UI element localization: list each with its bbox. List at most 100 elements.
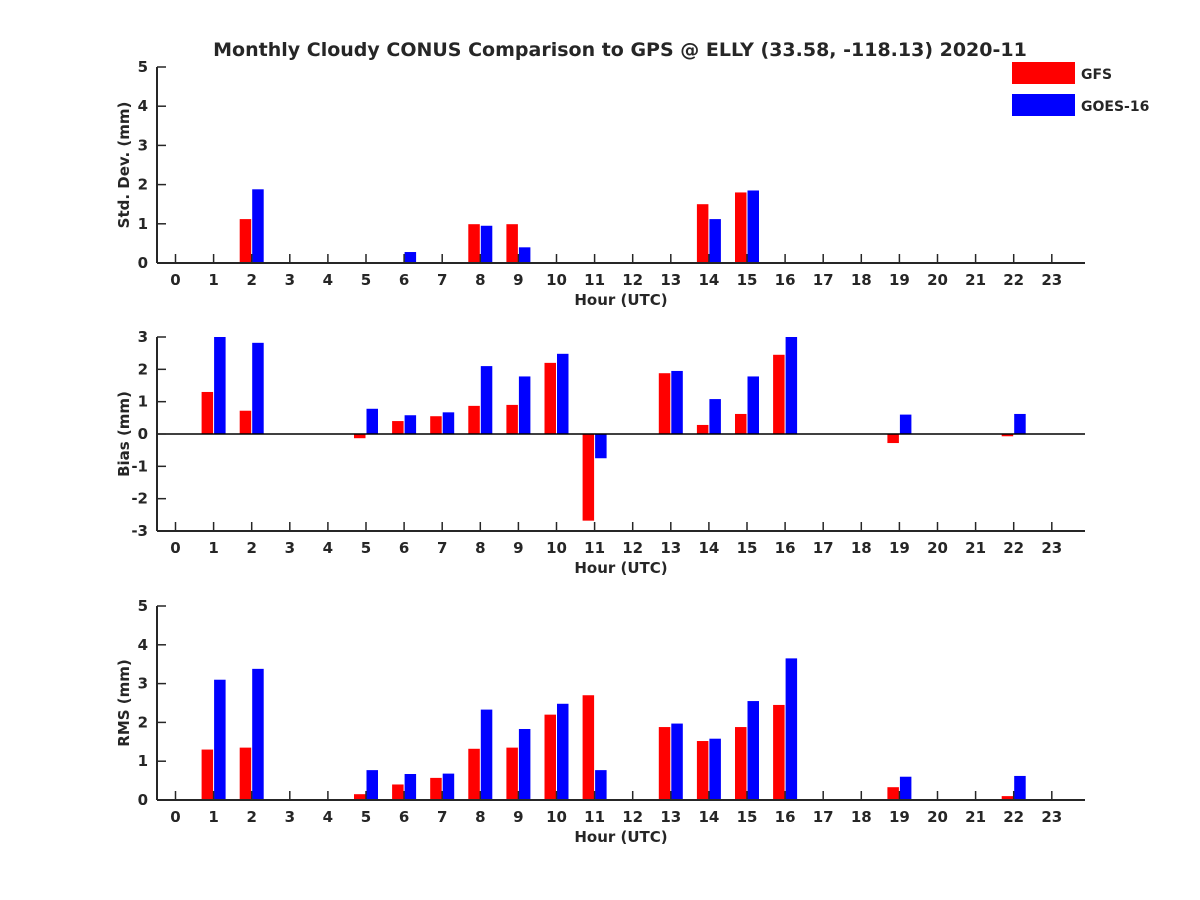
bias-x-tick-label: 1 — [208, 539, 218, 557]
std-dev-bar-gfs-15 — [735, 192, 747, 263]
std-dev-bar-goes16-9 — [518, 247, 531, 263]
bias-x-tick-label: 3 — [285, 539, 295, 557]
rms-bar-goes16-10 — [557, 703, 569, 800]
std-dev-x-tick-label: 13 — [660, 271, 681, 289]
bias-bar-gfs-1 — [201, 391, 214, 434]
bias-x-tick-label: 0 — [170, 539, 180, 557]
bias-bar-gfs-16 — [773, 354, 785, 434]
bias-bar-gfs-8 — [468, 405, 480, 434]
std-dev-y-tick-label: 5 — [138, 58, 148, 76]
rms-x-tick-label: 2 — [246, 808, 256, 826]
bias-y-tick-label: 1 — [138, 393, 148, 411]
std-dev-x-tick-label: 8 — [475, 271, 485, 289]
legend-swatch-gfs — [1012, 62, 1075, 84]
std-dev-y-tick-label: 1 — [138, 215, 148, 233]
std-dev-bar-goes16-2 — [252, 189, 264, 263]
std-dev-bar-gfs-8 — [468, 224, 480, 263]
bias-x-tick-label: 18 — [851, 539, 872, 557]
rms-x-tick-label: 17 — [813, 808, 834, 826]
bias-bar-gfs-14 — [696, 424, 709, 434]
rms-x-tick-label: 19 — [889, 808, 910, 826]
std-dev-x-tick-label: 3 — [285, 271, 295, 289]
rms-bar-goes16-19 — [899, 776, 912, 800]
bias-x-axis-label: Hour (UTC) — [574, 559, 667, 577]
legend-swatch-goes16 — [1012, 94, 1075, 116]
bias-x-tick-label: 22 — [1003, 539, 1024, 557]
bias-x-tick-label: 23 — [1041, 539, 1062, 557]
rms-x-tick-label: 23 — [1041, 808, 1062, 826]
bias-x-tick-label: 14 — [698, 539, 719, 557]
std-dev-x-axis-label: Hour (UTC) — [574, 291, 667, 309]
rms-x-axis-label: Hour (UTC) — [574, 828, 667, 846]
std-dev-x-tick-label: 23 — [1041, 271, 1062, 289]
rms-bar-gfs-10 — [544, 714, 556, 800]
bias-x-tick-label: 6 — [399, 539, 409, 557]
bias-x-tick-label: 17 — [813, 539, 834, 557]
bias-x-tick-label: 8 — [475, 539, 485, 557]
rms-x-tick-label: 12 — [622, 808, 643, 826]
std-dev-y-tick-label: 2 — [138, 176, 148, 194]
bias-y-tick-label: 0 — [138, 425, 148, 443]
bias-x-tick-label: 12 — [622, 539, 643, 557]
rms-x-tick-label: 10 — [546, 808, 567, 826]
bias-bar-gfs-15 — [735, 413, 747, 434]
std-dev-x-tick-label: 21 — [965, 271, 986, 289]
rms-x-tick-label: 18 — [851, 808, 872, 826]
rms-x-tick-label: 14 — [698, 808, 719, 826]
rms-bar-goes16-13 — [671, 723, 683, 800]
rms-x-tick-label: 9 — [513, 808, 523, 826]
std-dev-x-tick-label: 10 — [546, 271, 567, 289]
bias-x-tick-label: 19 — [889, 539, 910, 557]
std-dev-x-tick-label: 22 — [1003, 271, 1024, 289]
bias-x-tick-label: 4 — [323, 539, 333, 557]
rms-bar-gfs-6 — [392, 784, 404, 800]
rms-bar-gfs-15 — [735, 727, 747, 800]
rms-y-tick-label: 2 — [138, 713, 148, 731]
std-dev-bar-gfs-9 — [506, 224, 518, 263]
rms-x-tick-label: 13 — [660, 808, 681, 826]
std-dev-x-tick-label: 16 — [775, 271, 796, 289]
rms-bar-gfs-9 — [506, 747, 518, 800]
bias-x-tick-label: 9 — [513, 539, 523, 557]
rms-y-tick-label: 3 — [138, 675, 148, 693]
rms-y-tick-label: 4 — [138, 636, 148, 654]
bias-bar-goes16-14 — [709, 399, 721, 434]
rms-bar-gfs-5 — [354, 794, 366, 800]
std-dev-x-tick-label: 0 — [170, 271, 180, 289]
rms-bar-gfs-14 — [696, 741, 709, 800]
rms-bar-goes16-8 — [480, 709, 493, 800]
bias-x-tick-label: 10 — [546, 539, 567, 557]
bias-bar-goes16-11 — [595, 434, 607, 459]
bias-x-tick-label: 21 — [965, 539, 986, 557]
bias-bar-gfs-9 — [506, 404, 518, 434]
rms-bar-gfs-1 — [201, 749, 214, 800]
bias-y-tick-label: -1 — [131, 457, 148, 475]
bias-x-tick-label: 7 — [437, 539, 447, 557]
rms-bar-goes16-15 — [747, 701, 759, 800]
std-dev-x-tick-label: 20 — [927, 271, 948, 289]
std-dev-bar-gfs-2 — [239, 219, 252, 263]
rms-y-axis-label: RMS (mm) — [115, 659, 133, 746]
bias-bar-gfs-7 — [430, 416, 442, 434]
std-dev-x-tick-label: 11 — [584, 271, 605, 289]
std-dev-x-tick-label: 4 — [323, 271, 333, 289]
std-dev-x-tick-label: 2 — [246, 271, 256, 289]
legend-label-goes16: GOES-16 — [1081, 99, 1149, 115]
chart-title: Monthly Cloudy CONUS Comparison to GPS @… — [213, 39, 1027, 61]
bias-bar-gfs-11 — [582, 434, 595, 521]
bias-bar-goes16-16 — [785, 337, 798, 434]
legend: GFS GOES-16 — [1012, 62, 1149, 116]
std-dev-y-tick-label: 0 — [138, 254, 148, 272]
std-dev-bar-goes16-6 — [404, 252, 417, 263]
std-dev-y-axis-label: Std. Dev. (mm) — [115, 102, 133, 229]
std-dev-bar-gfs-14 — [696, 204, 709, 263]
rms-bar-gfs-2 — [239, 747, 252, 800]
bias-y-tick-label: 2 — [138, 360, 148, 378]
bias-x-tick-label: 15 — [737, 539, 758, 557]
bias-x-tick-label: 5 — [361, 539, 371, 557]
bias-x-tick-label: 11 — [584, 539, 605, 557]
rms-y-tick-label: 1 — [138, 752, 148, 770]
rms-bar-gfs-22 — [1001, 796, 1014, 800]
std-dev-x-tick-label: 7 — [437, 271, 447, 289]
